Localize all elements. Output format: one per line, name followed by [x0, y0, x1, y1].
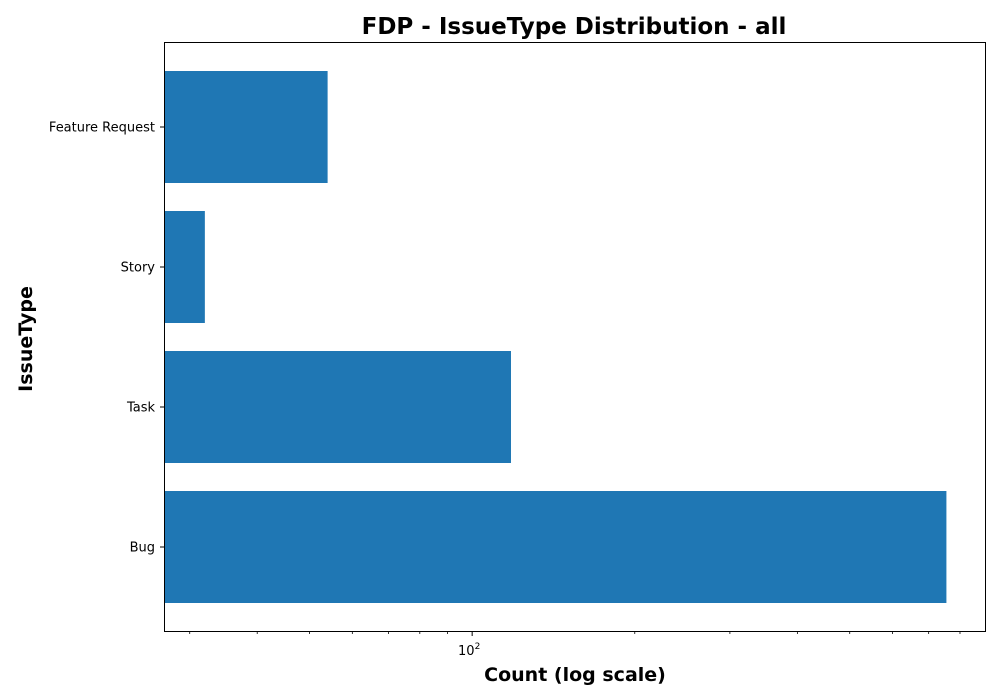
bar-task: [165, 351, 511, 463]
y-tick-label: Feature Request: [49, 121, 155, 136]
bar-story: [165, 211, 205, 323]
plot-area-frame: [164, 42, 986, 632]
y-axis-ticks: Bug Task Story Feature Request: [49, 121, 165, 556]
y-axis-label: IssueType: [15, 286, 37, 392]
x-axis-label: Count (log scale): [484, 664, 666, 686]
bars-group: [165, 71, 947, 603]
y-tick-label: Task: [126, 401, 156, 416]
bar-feature-request: [165, 71, 328, 183]
chart-title: FDP - IssueType Distribution - all: [362, 14, 787, 40]
bar-bug: [165, 491, 947, 603]
y-tick-label: Story: [121, 261, 156, 276]
y-tick-label: Bug: [130, 541, 155, 556]
